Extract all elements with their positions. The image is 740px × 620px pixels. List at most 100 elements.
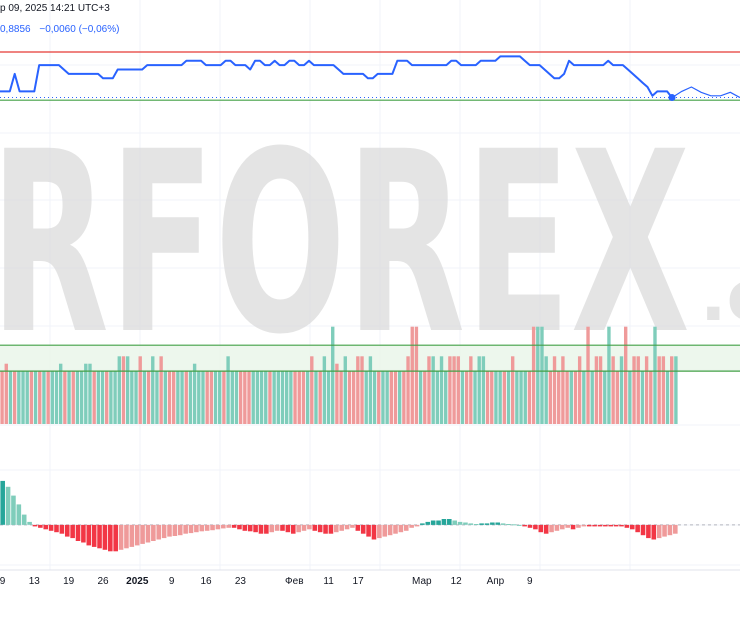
histogram-bar-87 xyxy=(468,523,474,525)
volume-bar-74 xyxy=(310,356,314,424)
histogram-bar-92 xyxy=(495,522,501,525)
histogram-bar-123 xyxy=(662,524,667,537)
volume-bar-112 xyxy=(469,356,473,424)
x-tick-label-8: Фев xyxy=(285,576,303,587)
volume-bar-83 xyxy=(347,371,352,424)
histogram-bar-66 xyxy=(355,524,361,531)
watermark-text: RFOREX xyxy=(0,98,690,389)
volume-bar-78 xyxy=(326,371,331,424)
histogram-bar-68 xyxy=(366,524,371,537)
volume-bar-107 xyxy=(448,356,452,424)
volume-bar-97 xyxy=(406,356,410,424)
histogram-bar-14 xyxy=(75,524,81,541)
histogram-bar-85 xyxy=(457,521,463,525)
histogram-bar-45 xyxy=(242,524,248,531)
histogram-bar-25 xyxy=(134,524,140,546)
volume-bar-67 xyxy=(280,371,285,424)
histogram-bar-34 xyxy=(183,524,188,534)
volume-bar-21 xyxy=(88,363,92,424)
histogram-bar-120 xyxy=(646,524,651,539)
volume-bar-121 xyxy=(506,371,511,424)
histogram-bar-71 xyxy=(382,524,388,537)
volume-bar-14 xyxy=(58,363,63,424)
volume-bar-159 xyxy=(665,371,670,424)
histogram-bar-101 xyxy=(543,524,549,534)
volume-bar-34 xyxy=(142,371,147,424)
histogram-bar-49 xyxy=(264,524,269,534)
volume-bar-160 xyxy=(670,356,674,424)
volume-bar-116 xyxy=(485,371,490,424)
volume-bar-2 xyxy=(8,371,13,424)
histogram-bar-58 xyxy=(312,524,318,531)
histogram-bar-42 xyxy=(226,524,231,528)
volume-bar-55 xyxy=(230,371,234,424)
volume-bar-36 xyxy=(151,356,155,424)
histogram-bar-80 xyxy=(430,520,436,525)
volume-bar-89 xyxy=(372,371,377,424)
volume-bar-24 xyxy=(100,371,105,424)
volume-bar-69 xyxy=(289,371,293,424)
volume-bar-100 xyxy=(418,371,423,424)
histogram-bar-23 xyxy=(124,524,129,549)
histogram-bar-43 xyxy=(231,524,237,528)
volume-bar-16 xyxy=(67,371,71,424)
volume-bar-158 xyxy=(661,356,666,424)
x-tick-label-3: 26 xyxy=(97,576,109,587)
volume-bar-99 xyxy=(414,326,419,424)
volume-bar-29 xyxy=(121,356,126,424)
volume-bar-103 xyxy=(431,356,435,424)
volume-bar-84 xyxy=(351,371,356,424)
volume-bar-155 xyxy=(649,371,653,424)
histogram-bar-78 xyxy=(420,523,425,525)
volume-bar-137 xyxy=(573,371,578,424)
histogram-bar-95 xyxy=(511,524,517,526)
volume-bar-62 xyxy=(259,371,264,424)
volume-bar-150 xyxy=(628,371,632,424)
histogram-bar-22 xyxy=(118,524,124,550)
volume-bar-41 xyxy=(171,371,176,424)
volume-bar-50 xyxy=(209,371,214,424)
histogram-bar-18 xyxy=(97,524,102,549)
volume-bar-128 xyxy=(536,326,540,424)
histogram-bar-26 xyxy=(140,524,145,544)
histogram-bar-57 xyxy=(307,524,312,530)
volume-bar-22 xyxy=(92,371,96,424)
histogram-bar-105 xyxy=(565,524,570,528)
histogram-bar-36 xyxy=(194,524,199,533)
histogram-bar-83 xyxy=(447,519,452,525)
histogram-bar-112 xyxy=(603,524,608,527)
histogram-bar-84 xyxy=(452,520,457,525)
volume-bar-109 xyxy=(456,356,460,424)
volume-bar-152 xyxy=(636,356,640,424)
header-change: −0,0060 (−0,06%) xyxy=(39,24,120,35)
volume-bar-136 xyxy=(569,371,573,424)
histogram-bar-19 xyxy=(102,524,108,550)
histogram-bar-60 xyxy=(323,524,328,534)
volume-bar-144 xyxy=(603,371,607,424)
x-tick-label-7: 23 xyxy=(235,576,247,587)
volume-bar-75 xyxy=(314,371,318,424)
volume-bar-25 xyxy=(105,371,109,424)
volume-bar-115 xyxy=(481,356,486,424)
histogram-bar-11 xyxy=(59,524,65,534)
volume-bar-131 xyxy=(548,371,553,424)
volume-bar-114 xyxy=(477,356,481,424)
histogram-bar-41 xyxy=(221,524,226,529)
histogram-bar-63 xyxy=(339,524,344,531)
volume-bar-135 xyxy=(565,371,569,424)
volume-bar-3 xyxy=(12,371,17,424)
volume-bar-20 xyxy=(84,363,88,424)
volume-bar-49 xyxy=(205,371,209,424)
volume-bar-94 xyxy=(393,371,398,424)
histogram-bar-40 xyxy=(215,524,221,530)
histogram-bar-20 xyxy=(108,524,113,552)
volume-bar-23 xyxy=(96,371,101,424)
histogram-bar-16 xyxy=(86,524,92,546)
histogram-bar-98 xyxy=(527,524,533,528)
histogram-bar-69 xyxy=(371,524,377,540)
volume-bar-0 xyxy=(0,371,4,424)
histogram-bar-2 xyxy=(11,495,16,525)
histogram-bar-31 xyxy=(167,524,172,537)
volume-bar-1 xyxy=(4,363,8,424)
histogram-bar-103 xyxy=(554,524,560,531)
